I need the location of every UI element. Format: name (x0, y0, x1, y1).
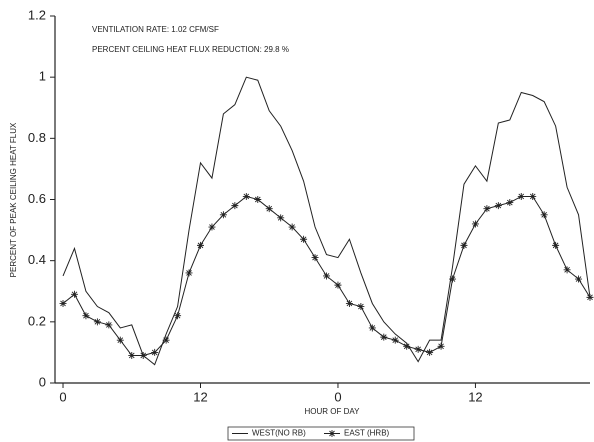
point-marker (414, 345, 422, 353)
point-marker (380, 333, 388, 341)
series-line (62, 76, 591, 366)
y-tick-label: 0.4 (28, 252, 46, 267)
point-marker (70, 290, 78, 298)
point-marker (82, 312, 90, 320)
point-marker (494, 202, 502, 210)
point-marker (563, 266, 571, 274)
x-tick-label: 12 (193, 389, 207, 404)
point-marker (93, 318, 101, 326)
point-marker (288, 223, 296, 231)
y-tick-label: 0.8 (28, 130, 46, 145)
point-marker (529, 192, 537, 200)
point-marker (254, 196, 262, 203)
point-marker (426, 348, 434, 356)
point-marker (483, 205, 491, 213)
point-marker (151, 348, 159, 356)
point-marker (231, 202, 239, 210)
point-marker (208, 223, 216, 231)
point-marker (116, 336, 124, 344)
point-marker (128, 351, 136, 359)
y-axis-label: PERCENT OF PEAK CEILING HEAT FLUX (9, 122, 18, 277)
y-tick-label: 0.2 (28, 313, 46, 328)
point-marker (59, 299, 67, 307)
y-tick-label: 1 (39, 69, 46, 84)
point-marker (391, 336, 399, 344)
point-marker (575, 275, 583, 283)
point-marker (368, 324, 376, 332)
point-marker (552, 241, 560, 249)
point-marker (334, 281, 342, 289)
point-marker (471, 220, 479, 228)
annotation: VENTILATION RATE: 1.02 CFM/SF (92, 25, 219, 34)
y-tick-label: 0.6 (28, 191, 46, 206)
point-marker (357, 303, 365, 311)
x-tick-label: 0 (334, 389, 341, 404)
point-marker (506, 199, 514, 207)
point-marker (311, 254, 319, 262)
x-tick-label: 12 (468, 389, 482, 404)
point-marker (265, 205, 273, 213)
point-marker (323, 272, 331, 280)
point-marker (403, 342, 411, 350)
point-marker (139, 351, 147, 359)
legend-marker (328, 430, 336, 437)
point-marker (105, 321, 113, 329)
point-marker (185, 269, 193, 277)
x-tick-label: 0 (59, 389, 66, 404)
point-marker (277, 214, 285, 222)
legend-box (227, 426, 415, 441)
legend-label: WEST(NO RB) (252, 429, 306, 438)
point-marker (162, 336, 170, 344)
point-marker (196, 241, 204, 249)
y-tick-label: 1.2 (28, 7, 46, 22)
y-tick-label: 0 (39, 374, 46, 389)
point-marker (460, 241, 468, 249)
point-marker (219, 211, 227, 219)
point-marker (517, 192, 525, 200)
annotation: PERCENT CEILING HEAT FLUX REDUCTION: 29.… (92, 45, 289, 54)
point-marker (345, 299, 353, 307)
point-marker (449, 275, 457, 283)
point-marker (174, 312, 182, 320)
legend-label: EAST (HRB) (344, 429, 390, 438)
point-marker (586, 293, 594, 301)
point-marker (300, 235, 308, 243)
x-axis-label: HOUR OF DAY (305, 407, 361, 416)
point-marker (437, 342, 445, 350)
point-marker (242, 192, 250, 200)
point-marker (540, 211, 548, 219)
